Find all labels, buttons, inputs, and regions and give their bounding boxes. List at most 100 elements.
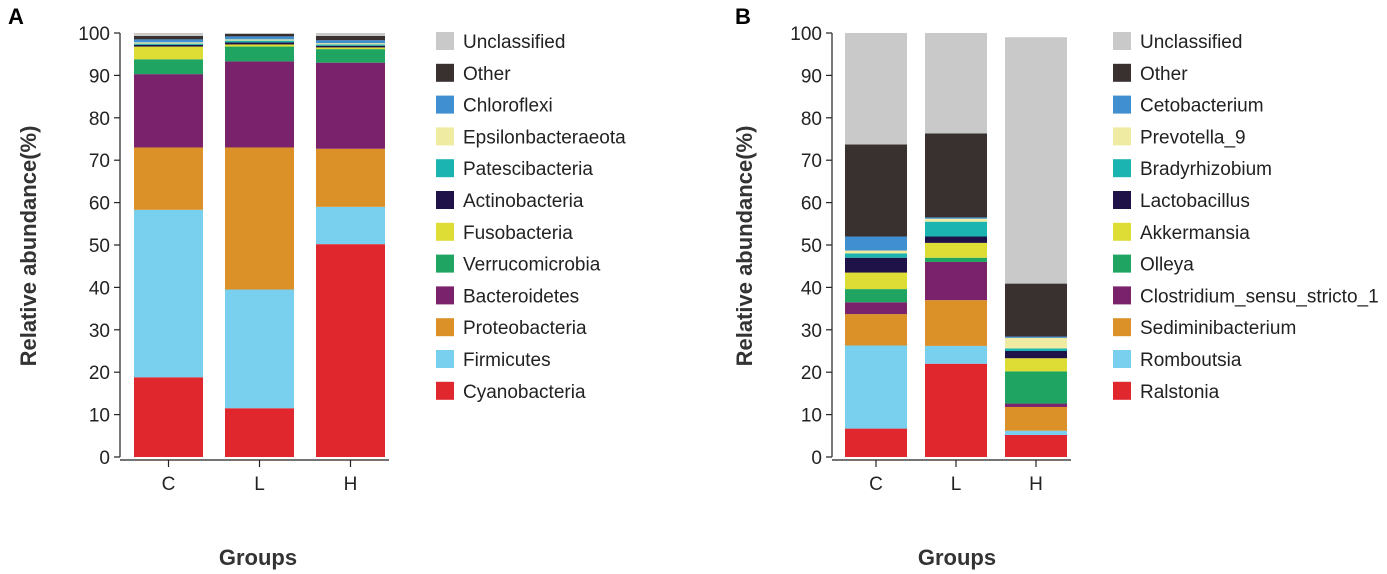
y-tick-label: 90: [801, 66, 822, 87]
bar-segment-bacteroidetes-h: [316, 62, 385, 149]
bar-segment-ralstonia-h: [1005, 434, 1067, 457]
y-tick-label: 0: [811, 448, 822, 469]
legend-swatch-cetobacterium: [1113, 95, 1131, 114]
y-tick-label: 30: [801, 321, 822, 342]
y-tick-label: 0: [99, 448, 110, 469]
legend-label-firmicutes: Firmicutes: [463, 350, 551, 371]
legend-label-cyanobacteria: Cyanobacteria: [463, 382, 586, 403]
legend-swatch-fusobacteria: [436, 222, 454, 241]
bar-segment-epsilonbacteraeota-h: [316, 43, 385, 45]
y-tick-label: 80: [89, 109, 110, 130]
y-tick-label: 10: [89, 406, 110, 427]
legend-swatch-epsilonbacteraeota: [436, 127, 454, 146]
x-tick-label-h: H: [344, 474, 358, 495]
legend-label-other: Other: [463, 64, 511, 85]
bar-segment-bacteroidetes-c: [134, 74, 203, 148]
legend-label-clostridium-sensu-stricto-1: Clostridium_sensu_stricto_1: [1140, 286, 1379, 307]
legend-swatch-romboutsia: [1113, 350, 1131, 368]
bar-segment-romboutsia-h: [1005, 430, 1067, 435]
legend-label-unclassified: Unclassified: [1140, 32, 1242, 53]
legend-label-actinobacteria: Actinobacteria: [463, 191, 584, 212]
bar-segment-bradyrhizobium-l: [925, 221, 987, 237]
bar-segment-verrucomicrobia-h: [316, 49, 385, 63]
y-axis-title-b: Relative abundance(%): [732, 126, 757, 367]
legend-swatch-bacteroidetes: [436, 286, 454, 305]
bar-segment-other-c: [134, 35, 203, 40]
y-tick-label: 90: [89, 66, 110, 87]
bar-segment-prevotella-9-l: [925, 218, 987, 222]
bar-segment-olleya-l: [925, 257, 987, 262]
legend-swatch-verrucomicrobia: [436, 254, 454, 273]
bar-segment-sediminibacterium-h: [1005, 406, 1067, 431]
bar-segment-unclassified-l: [925, 33, 987, 134]
x-tick-label-l: L: [951, 474, 962, 495]
bar-segment-prevotella-9-c: [845, 250, 907, 254]
bar-segment-firmicutes-c: [134, 209, 203, 378]
bar-segment-proteobacteria-c: [134, 147, 203, 210]
legend-label-verrucomicrobia: Verrucomicrobia: [463, 255, 601, 276]
y-tick-label: 100: [790, 24, 822, 45]
bar-segment-cetobacterium-h: [1005, 336, 1067, 338]
legend-swatch-prevotella-9: [1113, 127, 1131, 146]
legend-swatch-olleya: [1113, 254, 1131, 273]
legend-label-olleya: Olleya: [1140, 255, 1194, 276]
bar-segment-clostridium-sensu-stricto-1-c: [845, 302, 907, 315]
legend-label-romboutsia: Romboutsia: [1140, 350, 1242, 371]
legend-label-other: Other: [1140, 64, 1188, 85]
bar-segment-ralstonia-c: [845, 428, 907, 457]
bar-segment-sediminibacterium-l: [925, 300, 987, 346]
legend-label-unclassified: Unclassified: [463, 32, 565, 53]
y-tick-label: 60: [801, 194, 822, 215]
y-tick-label: 70: [89, 151, 110, 172]
bar-segment-chloroflexi-h: [316, 40, 385, 44]
bar-segment-other-l: [925, 133, 987, 218]
y-tick-label: 40: [89, 278, 110, 299]
bar-segment-fusobacteria-l: [225, 44, 294, 47]
y-tick-label: 30: [89, 321, 110, 342]
y-axis-b: 0 10 20 30 40 50 60 70 80 90 100: [790, 24, 833, 469]
legend-label-epsilonbacteraeota: Epsilonbacteraeota: [463, 127, 626, 148]
chart-panel-b: B Relative abundance(%) Groups 0 10 20 30 40…: [732, 4, 1379, 570]
bar-segment-cyanobacteria-l: [225, 408, 294, 457]
bar-segment-actinobacteria-c: [134, 44, 203, 47]
x-axis-title-a: Groups: [219, 545, 297, 570]
bar-segment-olleya-h: [1005, 371, 1067, 404]
legend-label-patescibacteria: Patescibacteria: [463, 159, 593, 180]
y-tick-label: 20: [89, 363, 110, 384]
bar-segment-proteobacteria-h: [316, 148, 385, 207]
legend-swatch-unclassified: [1113, 32, 1131, 50]
legend-label-sediminibacterium: Sediminibacterium: [1140, 318, 1296, 339]
legend-label-chloroflexi: Chloroflexi: [463, 96, 553, 117]
bar-segment-fusobacteria-h: [316, 47, 385, 50]
bar-segment-cetobacterium-c: [845, 236, 907, 251]
legend-label-akkermansia: Akkermansia: [1140, 223, 1250, 244]
bar-segment-cetobacterium-l: [925, 217, 987, 219]
bar-segment-bradyrhizobium-c: [845, 253, 907, 258]
legend-swatch-other: [1113, 63, 1131, 82]
y-axis-title-a: Relative abundance(%): [16, 126, 41, 367]
bar-segment-chloroflexi-l: [225, 36, 294, 40]
legend-label-fusobacteria: Fusobacteria: [463, 223, 573, 244]
bar-segment-other-h: [1005, 283, 1067, 337]
x-axis-title-b: Groups: [918, 545, 996, 570]
bar-segment-chloroflexi-c: [134, 39, 203, 43]
bar-segment-bradyrhizobium-h: [1005, 348, 1067, 351]
legend-swatch-chloroflexi: [436, 95, 454, 114]
legend-swatch-actinobacteria: [436, 191, 454, 209]
bar-segment-epsilonbacteraeota-c: [134, 42, 203, 44]
bar-segment-verrucomicrobia-l: [225, 46, 294, 62]
bar-segment-clostridium-sensu-stricto-1-l: [925, 261, 987, 301]
legend-swatch-other: [436, 63, 454, 82]
legend-label-bradyrhizobium: Bradyrhizobium: [1140, 159, 1272, 180]
legend-swatch-patescibacteria: [436, 159, 454, 178]
y-tick-label: 60: [89, 194, 110, 215]
panel-label-a: A: [8, 4, 24, 29]
bar-segment-cyanobacteria-h: [316, 244, 385, 457]
bar-segment-prevotella-9-h: [1005, 337, 1067, 349]
bar-segment-lactobacillus-l: [925, 236, 987, 243]
bar-segment-akkermansia-c: [845, 272, 907, 290]
bar-segment-akkermansia-l: [925, 242, 987, 258]
legend-swatch-clostridium-sensu-stricto-1: [1113, 286, 1131, 305]
